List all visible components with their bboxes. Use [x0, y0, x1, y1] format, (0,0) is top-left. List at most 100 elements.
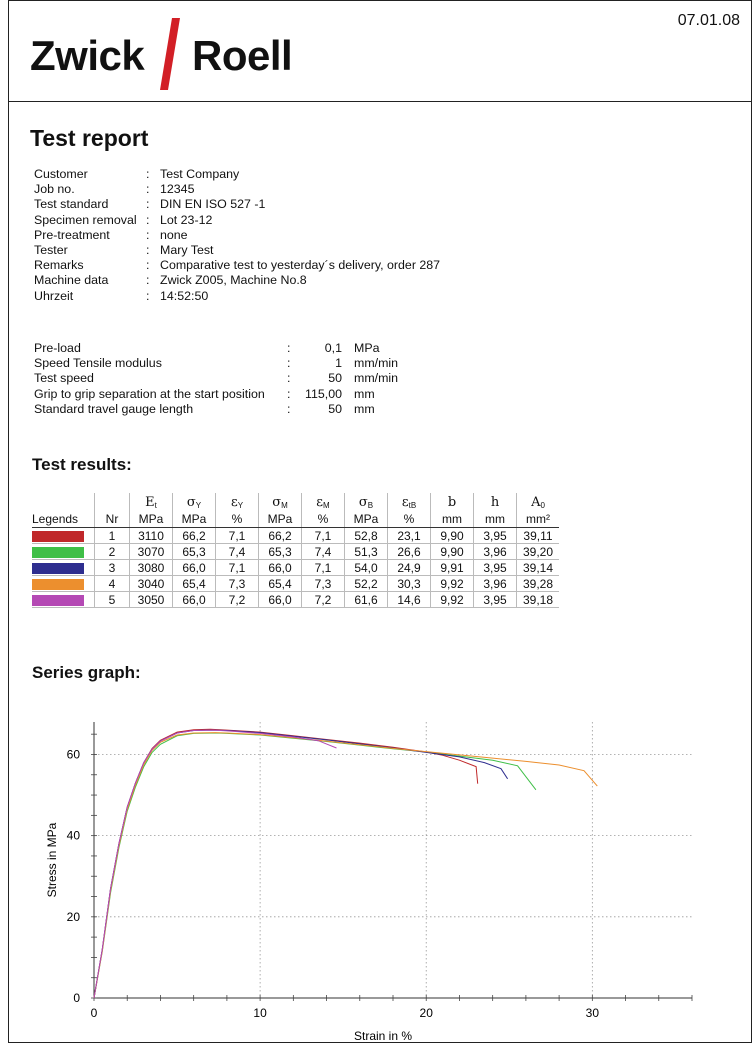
legends-header: Legends: [32, 511, 95, 528]
parameter-colon: :: [287, 371, 291, 386]
column-symbol: σM: [258, 493, 302, 511]
parameter-row: Standard travel gauge length: 50 mm: [34, 402, 398, 417]
info-value: Lot 23-12: [160, 212, 213, 227]
result-value: 14,6: [387, 591, 431, 608]
result-value: 51,3: [344, 543, 388, 560]
table-row: 4 3040 65,4 7,3 65,4 7,3 52,2 30,3 9,92 3,96 39,28: [32, 575, 559, 592]
test-info-list: Customer: Test Company Job no.:12345 Test s…: [34, 167, 440, 304]
info-value: 14:52:50: [160, 288, 209, 303]
parameter-key: Pre-load: [34, 341, 81, 355]
result-value: 66,2: [258, 527, 302, 544]
result-value: 3,96: [473, 575, 517, 592]
results-unit-row: Legends Nr MPa MPa% MPa% MPa% mm mm mm²: [32, 511, 559, 528]
parameter-key: Standard travel gauge length: [34, 401, 194, 416]
column-symbol-sub: M: [323, 500, 330, 510]
column-symbol: A0: [516, 493, 559, 511]
test-parameters-list: Pre-load: 0,1 MPa Speed Tensile modulus: 1 mm…: [34, 341, 398, 417]
graph-heading: Series graph:: [32, 663, 141, 682]
result-value: 23,1: [387, 527, 431, 544]
legend-swatch: [32, 578, 84, 590]
parameter-unit: mm: [354, 401, 375, 416]
x-axis-label: Strain in %: [354, 1029, 412, 1043]
info-colon: :: [146, 243, 150, 258]
info-value: Comparative test to yesterday´s delivery…: [160, 258, 441, 273]
result-value: 66,0: [172, 559, 216, 576]
series-line-4: [93, 732, 598, 999]
series-line-1: [93, 728, 479, 999]
column-unit: %: [301, 511, 345, 528]
info-colon: :: [146, 288, 150, 303]
header-divider: [8, 101, 752, 102]
parameter-unit: mm: [354, 386, 375, 401]
legend-swatch: [32, 530, 84, 542]
column-symbol-sub: M: [281, 500, 288, 510]
result-value: 65,3: [258, 543, 302, 560]
result-value: 3110: [129, 527, 173, 544]
result-value: 3,95: [473, 527, 517, 544]
parameter-colon: :: [287, 386, 291, 401]
legend-cell: [32, 543, 95, 560]
table-row: 2 3070 65,3 7,4 65,3 7,4 51,3 26,6 9,90 3,96 39,20: [32, 543, 559, 560]
info-colon: :: [146, 197, 150, 212]
column-symbol-main: A: [531, 494, 541, 510]
parameter-key: Test speed: [34, 371, 94, 386]
row-number: 3: [94, 559, 130, 576]
parameter-unit: mm/min: [354, 356, 399, 371]
column-symbol-sub: B: [367, 500, 374, 510]
result-value: 54,0: [344, 559, 388, 576]
result-value: 7,1: [301, 559, 345, 576]
y-tick-label: 60: [67, 747, 81, 761]
column-symbol: εM: [301, 493, 345, 511]
info-key: Uhrzeit: [34, 288, 74, 303]
legend-swatch: [32, 562, 84, 574]
parameter-value: 0,1: [324, 341, 342, 355]
info-row: Pre-treatment: none: [34, 228, 440, 243]
info-colon: :: [146, 212, 150, 227]
legend-swatch: [32, 594, 84, 606]
result-value: 7,3: [301, 575, 345, 592]
column-unit: %: [387, 511, 431, 528]
column-unit: MPa: [129, 511, 173, 528]
result-value: 3,95: [473, 559, 517, 576]
series-line-3: [93, 729, 509, 999]
parameter-colon: :: [287, 356, 291, 371]
result-value: 7,1: [215, 559, 259, 576]
column-symbol: σB: [344, 493, 388, 511]
info-colon: :: [146, 167, 150, 181]
results-heading: Test results:: [32, 455, 132, 474]
result-value: 39,18: [516, 591, 559, 608]
row-number: 5: [94, 591, 130, 608]
logo-text-part1: Zwick: [30, 32, 145, 79]
result-value: 3080: [129, 559, 173, 576]
info-key: Job no.: [34, 182, 75, 197]
info-key: Test standard: [34, 197, 109, 212]
info-colon: :: [146, 258, 150, 273]
column-unit: mm: [473, 511, 517, 528]
parameter-key: Speed Tensile modulus: [34, 356, 162, 371]
column-symbol: εY: [215, 493, 259, 511]
info-value: none: [160, 227, 188, 242]
result-value: 39,11: [516, 527, 559, 544]
info-value: Mary Test: [160, 243, 214, 258]
column-symbol-main: ε: [230, 494, 238, 510]
info-row: Customer: Test Company: [34, 167, 440, 182]
result-value: 9,90: [430, 527, 474, 544]
info-value: Test Company: [160, 167, 240, 181]
info-row: Remarks: Comparative test to yesterday´s …: [34, 258, 440, 273]
y-axis-label: Stress in MPa: [45, 822, 59, 897]
info-row: Uhrzeit:14:52:50: [34, 289, 440, 304]
column-symbol-sub: Y: [195, 500, 202, 510]
series-line-2: [93, 732, 537, 999]
info-colon: :: [146, 273, 150, 288]
result-value: 7,4: [301, 543, 345, 560]
result-value: 66,0: [258, 591, 302, 608]
page-title: Test report: [30, 125, 149, 151]
column-symbol-main: σ: [186, 494, 196, 510]
result-value: 39,14: [516, 559, 559, 576]
column-symbol-sub: t: [154, 500, 157, 510]
info-row: Test standard: DIN EN ISO 527 -1: [34, 197, 440, 212]
parameter-value: 115,00: [305, 386, 342, 401]
column-symbol: Et: [129, 493, 173, 511]
column-symbol-main: σ: [272, 494, 282, 510]
column-unit: MPa: [172, 511, 216, 528]
